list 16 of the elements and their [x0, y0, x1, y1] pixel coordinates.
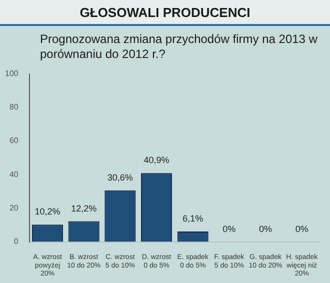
data-label: 40,9% [144, 155, 170, 166]
data-label: 0% [295, 224, 308, 234]
data-label: 10,2% [34, 206, 60, 217]
y-tick-label: 0 [14, 237, 19, 246]
y-tick-label: 20 [9, 203, 19, 212]
y-tick-label: 40 [9, 170, 19, 179]
y-tick-label: 100 [4, 69, 19, 78]
data-label: 30,6% [107, 172, 133, 182]
chart-subtitle: Prognozowana zmiana przychodów firmy na 2013 w porównaniu do 2012 r.? [40, 32, 318, 62]
data-label: 6,1% [182, 214, 204, 224]
y-tick-label: 60 [9, 136, 19, 146]
y-tick-label: 80 [9, 102, 19, 112]
data-label: 0% [222, 224, 236, 234]
data-label: 12,2% [71, 203, 97, 214]
data-label: 0% [258, 224, 272, 234]
chart-title: GŁOSOWALI PRODUCENCI [80, 4, 250, 20]
